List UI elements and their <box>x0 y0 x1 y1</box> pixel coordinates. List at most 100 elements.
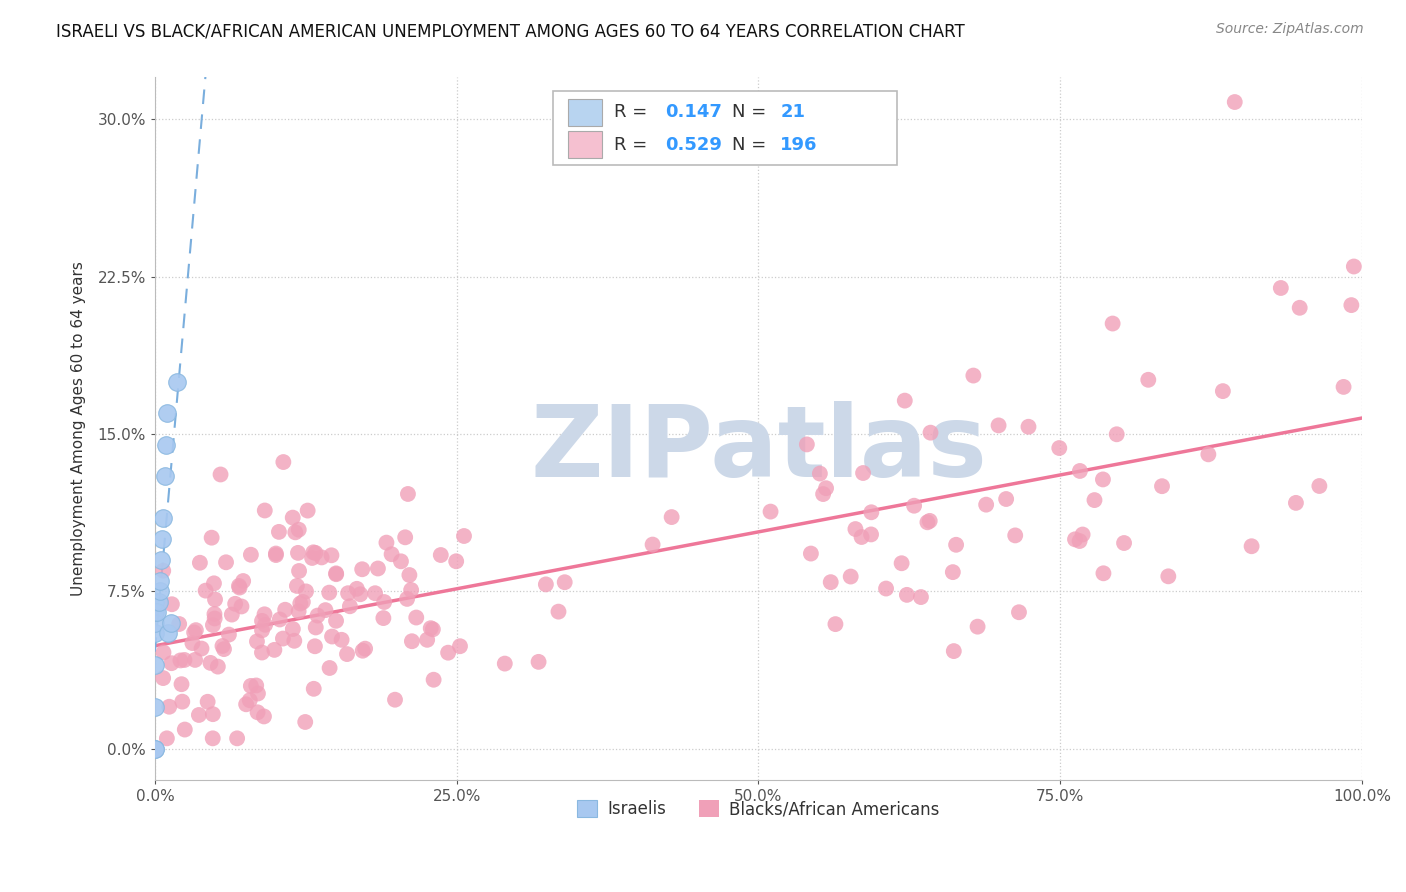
Point <box>250 646 273 660</box>
Point <box>1105 427 1128 442</box>
Point <box>339 599 361 614</box>
Point <box>181 636 204 650</box>
FancyBboxPatch shape <box>553 92 897 165</box>
Point <box>1340 298 1362 312</box>
Point <box>187 708 209 723</box>
Point <box>337 586 360 600</box>
Point <box>295 584 318 599</box>
Point <box>1069 464 1091 478</box>
Point <box>917 516 939 530</box>
Point <box>401 634 423 648</box>
Point <box>811 487 834 501</box>
Point <box>201 531 224 545</box>
Point <box>232 574 254 588</box>
Point <box>820 575 842 590</box>
Point <box>250 614 273 628</box>
Point <box>287 523 309 537</box>
Point <box>759 505 782 519</box>
Point <box>143 699 166 714</box>
Text: 0.147: 0.147 <box>665 103 723 121</box>
Point <box>157 699 180 714</box>
Point <box>302 545 325 559</box>
Point <box>281 510 304 524</box>
Point <box>314 603 336 617</box>
Point <box>143 657 166 672</box>
Point <box>364 586 387 600</box>
Point <box>321 630 343 644</box>
Point <box>1240 539 1263 553</box>
Point <box>815 481 838 495</box>
Point <box>143 606 166 620</box>
Point <box>444 554 467 568</box>
Point <box>273 455 295 469</box>
Point <box>294 714 316 729</box>
Text: Source: ZipAtlas.com: Source: ZipAtlas.com <box>1216 22 1364 37</box>
Point <box>288 564 311 578</box>
Point <box>1092 566 1115 581</box>
Point <box>297 503 319 517</box>
Point <box>156 406 179 420</box>
FancyBboxPatch shape <box>568 99 602 126</box>
Point <box>396 487 419 501</box>
Point <box>201 618 224 632</box>
Point <box>389 554 412 568</box>
Point <box>169 653 191 667</box>
Point <box>318 661 340 675</box>
Point <box>152 645 174 659</box>
Point <box>1285 496 1308 510</box>
Point <box>167 617 190 632</box>
Point <box>903 499 925 513</box>
Point <box>1004 528 1026 542</box>
Point <box>336 647 359 661</box>
Point <box>239 679 262 693</box>
Point <box>194 583 217 598</box>
Point <box>367 561 389 575</box>
Point <box>143 626 166 640</box>
Point <box>271 632 294 646</box>
Point <box>800 547 823 561</box>
Point <box>945 538 967 552</box>
FancyBboxPatch shape <box>568 131 602 158</box>
Point <box>302 681 325 696</box>
Point <box>211 639 233 653</box>
Point <box>228 581 250 595</box>
Point <box>1197 447 1219 461</box>
Point <box>918 514 941 528</box>
Point <box>375 535 398 549</box>
Point <box>808 467 831 481</box>
Point <box>224 597 246 611</box>
Point <box>150 532 173 546</box>
Text: N =: N = <box>733 136 772 153</box>
Point <box>394 530 416 544</box>
Point <box>228 579 250 593</box>
Point <box>149 574 172 588</box>
Point <box>218 627 240 641</box>
Point <box>250 624 273 638</box>
Point <box>184 623 207 637</box>
Point <box>352 644 374 658</box>
Point <box>304 640 326 654</box>
Point <box>246 686 269 700</box>
Point <box>231 599 253 614</box>
Point <box>152 564 174 578</box>
Point <box>156 731 179 746</box>
Point <box>146 606 169 620</box>
Point <box>155 437 177 451</box>
Point <box>1069 534 1091 549</box>
Point <box>204 592 226 607</box>
Point <box>143 615 166 630</box>
Point <box>183 625 205 640</box>
Point <box>226 731 249 746</box>
Text: 196: 196 <box>780 136 818 153</box>
Legend: Israelis, Blacks/African Americans: Israelis, Blacks/African Americans <box>571 793 946 825</box>
Point <box>453 529 475 543</box>
Point <box>246 706 269 720</box>
Point <box>416 632 439 647</box>
Point <box>527 655 550 669</box>
Point <box>942 565 965 579</box>
Point <box>1308 479 1330 493</box>
Point <box>1047 441 1070 455</box>
Point <box>419 621 441 635</box>
Point <box>290 597 312 611</box>
Point <box>159 615 181 630</box>
